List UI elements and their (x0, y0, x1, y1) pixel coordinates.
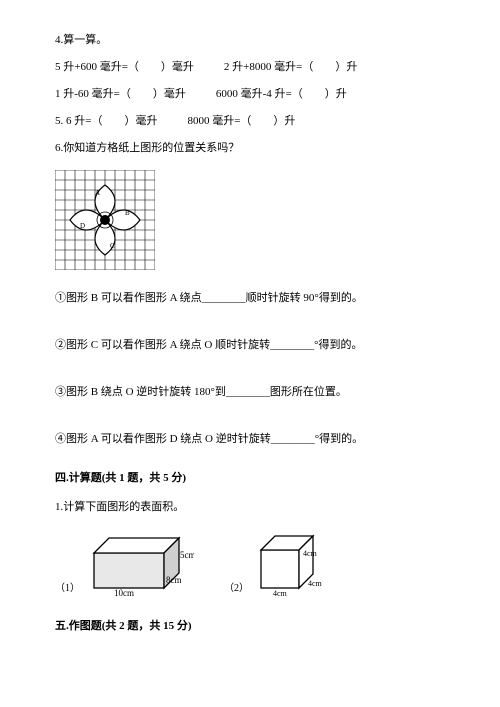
q4-r3b: 8000 毫升=（ ）升 (187, 111, 295, 132)
cuboid-h: 5cm (180, 550, 194, 560)
q4-r2a: 1 升-60 毫升=（ ）毫升 (55, 84, 186, 105)
section5-head: 五.作图题(共 2 题，共 15 分) (55, 616, 445, 637)
q6-p4: ④图形 A 可以看作图形 D 绕点 O 逆时针旋转________°得到的。 (55, 429, 445, 450)
q4-r1b: 2 升+8000 毫升=（ ）升 (224, 57, 357, 78)
q4-r2b: 6000 毫升-4 升=（ ）升 (216, 84, 347, 105)
q4-row3: 5. 6 升=（ ）毫升 8000 毫升=（ ）升 (55, 111, 445, 132)
grid-label-d: D (80, 222, 85, 230)
q4-r1a: 5 升+600 毫升=（ ）毫升 (55, 57, 194, 78)
cuboid-figure: 5cm 8cm 10cm (84, 528, 194, 598)
figures-row: （1） 5cm 8cm 10cm （2） 4cm 4cm 4 (55, 528, 445, 598)
section4-q1: 1.计算下面图形的表面积。 (55, 497, 445, 518)
q6-title: 6.你知道方格纸上图形的位置关系吗？ (55, 138, 445, 159)
q4-title: 4.算一算。 (55, 30, 445, 51)
cuboid-w: 8cm (166, 575, 182, 585)
q4-r3a: 5. 6 升=（ ）毫升 (55, 111, 157, 132)
fig2-label: （2） (224, 579, 249, 598)
q6-p2: ②图形 C 可以看作图形 A 绕点 O 顺时针旋转________°得到的。 (55, 335, 445, 356)
grid-label-c: C (110, 242, 115, 250)
grid-label-b: B (125, 209, 130, 217)
q4-row2: 1 升-60 毫升=（ ）毫升 6000 毫升-4 升=（ ）升 (55, 84, 445, 105)
q4-row1: 5 升+600 毫升=（ ）毫升 2 升+8000 毫升=（ ）升 (55, 57, 445, 78)
cube-c: 4cm (273, 589, 288, 598)
q6-p1: ①图形 B 可以看作图形 A 绕点________顺时针旋转 90°得到的。 (55, 288, 445, 309)
cube-figure: 4cm 4cm 4cm (253, 528, 333, 598)
fig1-label: （1） (55, 579, 80, 598)
grid-label-a: A (95, 189, 100, 197)
cuboid-l: 10cm (114, 588, 134, 598)
section4-head: 四.计算题(共 1 题，共 5 分) (55, 468, 445, 489)
grid-figure: A B C D (55, 170, 445, 270)
q6-p3: ③图形 B 绕点 O 逆时针旋转 180°到________图形所在位置。 (55, 382, 445, 403)
cube-a: 4cm (303, 549, 318, 558)
cube-b: 4cm (308, 579, 323, 588)
